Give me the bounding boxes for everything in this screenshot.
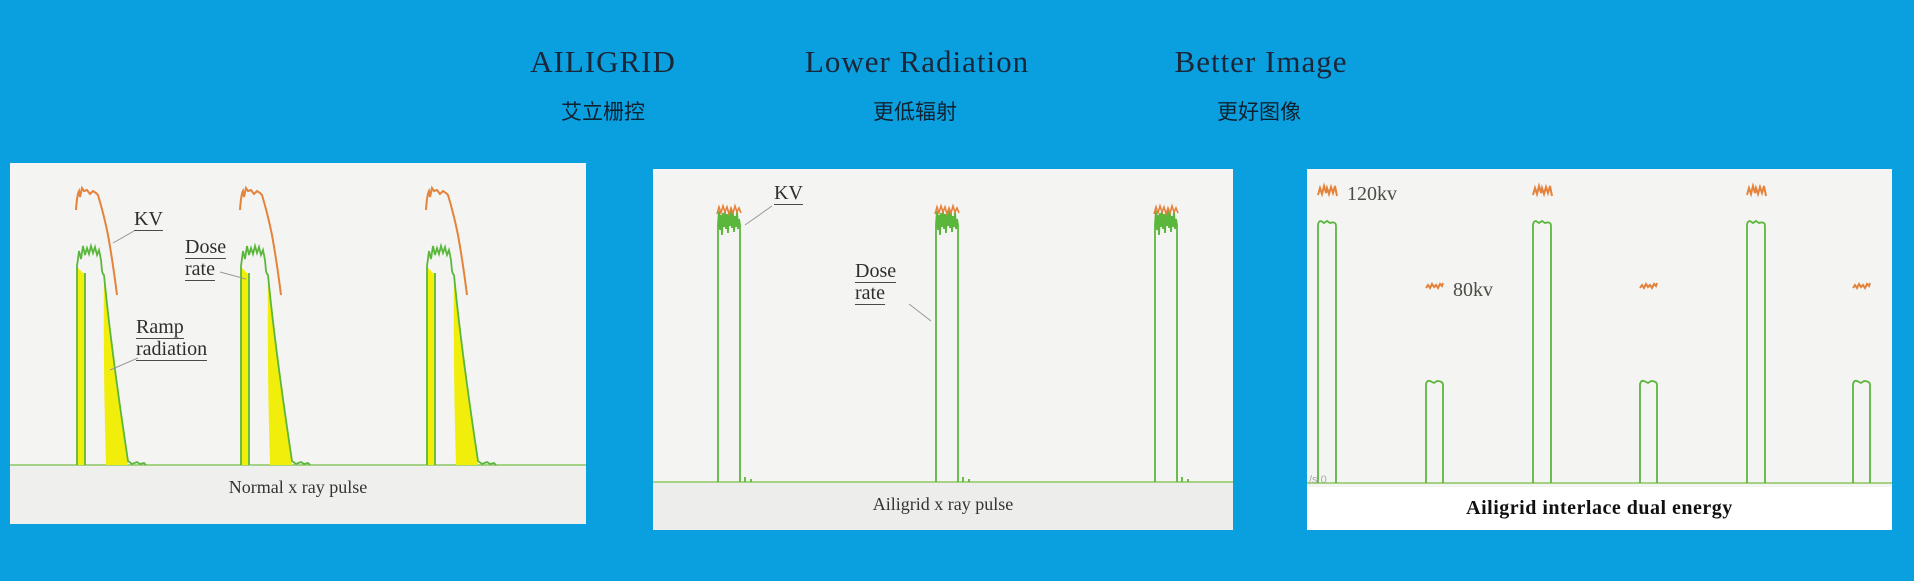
subtitle-ailigrid-zh: 艾立栅控 bbox=[561, 100, 645, 124]
title-better-image: Better Image bbox=[1174, 44, 1348, 79]
kv80-marker-icon bbox=[1852, 282, 1871, 289]
ailigrid-pulse-waveform bbox=[653, 205, 1233, 483]
caption-band bbox=[653, 483, 1233, 530]
kv120-marker-icon bbox=[1532, 185, 1553, 197]
title-ailigrid: AILIGRID bbox=[530, 44, 676, 79]
kv120-label: 120kv bbox=[1347, 183, 1397, 205]
panel-normal-xray-pulse: KV Dose rate Ramp radiation Normal x ray… bbox=[10, 163, 586, 524]
kv120-marker-icon bbox=[1746, 185, 1767, 197]
ramp-radiation-label: Ramp radiation bbox=[136, 316, 208, 361]
kv80-marker-icon bbox=[1425, 282, 1444, 289]
title-lower-radiation: Lower Radiation bbox=[804, 44, 1030, 79]
normal-pulse-waveform bbox=[10, 187, 586, 466]
panel-interlace-dual-energy: 120kv 80kv /s 0 Ailigrid interlace dual … bbox=[1307, 169, 1892, 530]
kv-label: KV bbox=[774, 182, 803, 205]
panel-ailigrid-xray-pulse: KV Dose rate Ailigrid x ray pulse bbox=[653, 169, 1233, 530]
dose-rate-leader-line bbox=[219, 271, 247, 280]
kv-label: KV bbox=[134, 208, 163, 231]
dose-rate-label: Dose rate bbox=[855, 260, 897, 305]
panel-caption: Ailigrid interlace dual energy bbox=[1466, 497, 1733, 519]
kv80-marker-icon bbox=[1639, 282, 1658, 289]
panel-caption: Normal x ray pulse bbox=[228, 477, 368, 497]
axis-origin-fragment: /s 0 bbox=[1309, 474, 1327, 486]
subtitle-better-image-zh: 更好图像 bbox=[1217, 100, 1301, 124]
dual-energy-waveform bbox=[1307, 185, 1892, 484]
caption-band bbox=[10, 465, 586, 524]
kv120-marker-icon bbox=[1317, 185, 1338, 197]
kv80-label: 80kv bbox=[1453, 279, 1493, 301]
caption-band bbox=[1307, 487, 1892, 530]
kv-leader-line bbox=[744, 205, 773, 226]
kv-leader-line bbox=[112, 230, 135, 244]
dose-rate-leader-line bbox=[908, 303, 932, 322]
subtitle-lower-radiation-zh: 更低辐射 bbox=[873, 100, 957, 124]
dose-rate-label: Dose rate bbox=[185, 236, 227, 281]
panel-caption: Ailigrid x ray pulse bbox=[872, 494, 1014, 514]
ramp-radiation-leader-line bbox=[109, 357, 139, 371]
